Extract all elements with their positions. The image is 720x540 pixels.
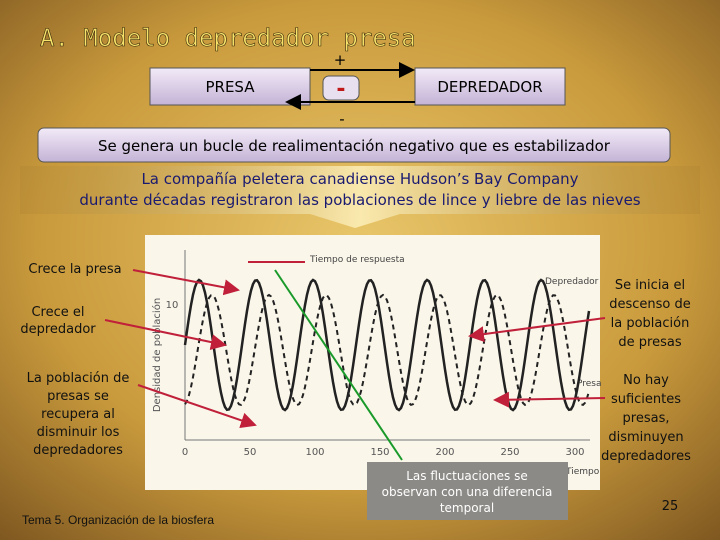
- predator-label: DEPREDADOR: [437, 78, 542, 96]
- x-tick-label: 250: [500, 447, 519, 458]
- annotation-line: suficientes: [611, 392, 681, 407]
- annotation-line: La población de: [27, 371, 130, 386]
- predator-curve: [184, 293, 590, 407]
- y-label: Densidad de población: [151, 298, 163, 412]
- pointer: [468, 317, 606, 343]
- pointer: [493, 391, 606, 408]
- annotation: Crece la presa: [28, 262, 121, 277]
- x-tick-label: 0: [182, 447, 188, 458]
- banner-box: [37, 127, 671, 163]
- annotation: depredador: [20, 322, 96, 337]
- prey-curve: [183, 278, 591, 412]
- x-label: Tiempo: [565, 467, 600, 477]
- annotation: Crece el: [31, 305, 84, 320]
- page-number: 25: [662, 499, 679, 514]
- annotation-line: presas,: [623, 411, 670, 426]
- sign: +: [334, 51, 347, 69]
- lag-box: [367, 462, 568, 520]
- annotation-line: Se inicia el: [615, 278, 685, 293]
- pointer: [274, 269, 403, 461]
- response-label: Tiempo de respuesta: [309, 255, 405, 265]
- prey-curve-label: Presa: [577, 379, 602, 389]
- predator-box: [414, 67, 566, 106]
- sign: -: [339, 110, 344, 128]
- annotation-line: presas se: [47, 389, 109, 404]
- y-tick-label: 10: [166, 300, 179, 311]
- annotation-line: de presas: [618, 335, 681, 350]
- annotation-line: descenso de: [609, 297, 691, 312]
- x-tick-label: 150: [370, 447, 389, 458]
- prey-label: PRESA: [205, 78, 255, 96]
- pointer: [104, 319, 227, 350]
- x-tick-label: 300: [565, 447, 584, 458]
- x-tick-label: 50: [244, 447, 257, 458]
- annotation-line: No hay: [623, 373, 669, 388]
- prey-box: [149, 67, 311, 106]
- x-tick-label: 200: [435, 447, 454, 458]
- annotation-line: depredadores: [33, 443, 123, 458]
- sign-box: [322, 75, 360, 101]
- lag-line: observan con una diferencia: [382, 485, 553, 499]
- annotation-line: disminuyen: [608, 430, 683, 445]
- x-tick-label: 100: [305, 447, 324, 458]
- intro-line: La compañía peletera canadiense Hudson’s…: [141, 170, 578, 188]
- annotation-line: la población: [611, 316, 690, 331]
- title: A. Modelo depredador presa: [40, 24, 416, 52]
- lag-line: temporal: [440, 501, 494, 515]
- intro-box: [20, 166, 700, 228]
- figure: Densidad de población 10 Tiempo de respu…: [151, 250, 602, 477]
- pointer: [132, 269, 240, 296]
- annotation-line: disminuir los: [37, 425, 120, 440]
- annotation-line: depredadores: [601, 449, 691, 464]
- intro-line: durante décadas registraron las poblacio…: [79, 191, 640, 209]
- lag-line: Las fluctuaciones se: [406, 469, 528, 483]
- annotation-line: recupera al: [41, 407, 115, 422]
- banner: Se genera un bucle de realimentación neg…: [98, 137, 611, 155]
- predator-curve-label: Depredador: [545, 277, 599, 287]
- sign: -: [336, 77, 345, 102]
- footer: Tema 5. Organización de la biosfera: [22, 513, 214, 527]
- pointer: [137, 384, 257, 429]
